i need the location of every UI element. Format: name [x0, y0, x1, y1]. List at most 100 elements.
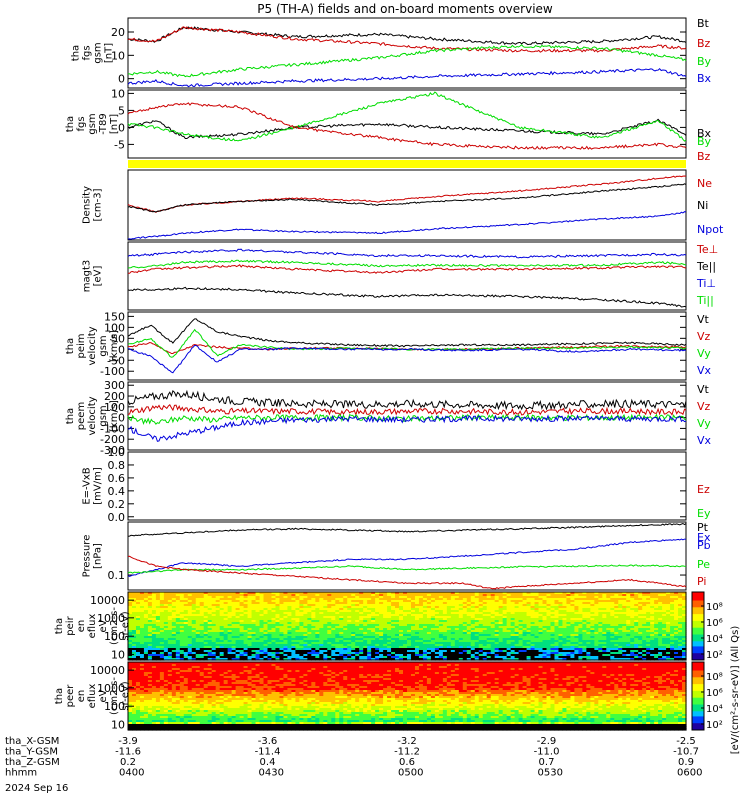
y-axis-label: peer — [65, 684, 76, 708]
series-line-Pe — [127, 564, 687, 574]
y-axis-label: Pressure — [82, 535, 93, 578]
time-axis-value: -11.4 — [255, 747, 281, 758]
y-axis-label: en — [76, 620, 87, 633]
time-axis-value: -2.9 — [537, 736, 557, 747]
y-axis-label: tha — [71, 45, 82, 61]
legend-Ey: Ey — [697, 507, 711, 520]
panel-frame — [127, 381, 687, 451]
panel-frame — [127, 451, 687, 521]
series-line-Vx — [127, 344, 686, 374]
y-tick-label: 10 — [111, 49, 125, 62]
legend-Ni: Ni — [697, 199, 708, 212]
y-tick-label: 50 — [111, 332, 125, 345]
y-axis-label: [nT] — [104, 43, 115, 63]
y-tick-label: 10000 — [90, 664, 125, 677]
time-axis-value: -11.2 — [394, 747, 420, 758]
panel-frame — [127, 169, 687, 241]
legend-Vz: Vz — [697, 330, 711, 343]
y-axis-label: (cm2-s- — [109, 607, 120, 645]
panel-fgs-gsm: 20 10 0 Bt Bz By Bx tha fgs gsm [nT] — [71, 17, 712, 89]
y-axis-label: -T89 — [98, 113, 109, 135]
y-tick-label: 300 — [104, 379, 125, 392]
time-axis-value: -3.2 — [397, 736, 417, 747]
panel-frame — [127, 311, 687, 381]
y-axis-label: gsm — [87, 113, 98, 134]
colorbar-tick-label: 10⁸ — [706, 672, 723, 683]
series-line-Ti⊥ — [127, 248, 687, 259]
time-axis-value: -2.5 — [676, 736, 696, 747]
y-axis-label: gsm — [98, 405, 109, 426]
legend-Bz: Bz — [697, 150, 711, 163]
spectrogram-cells — [128, 592, 687, 661]
y-tick-label: 0 — [118, 73, 125, 86]
time-axis-row-label: hhmm — [5, 768, 37, 779]
y-tick-label: 0.8 — [108, 459, 126, 472]
series-line-Pb — [127, 538, 687, 577]
y-axis-label: gsm — [98, 335, 109, 356]
y-axis-label: en — [76, 690, 87, 703]
legend-Ex: Ex — [697, 531, 711, 544]
series-line-Te|| — [127, 286, 687, 308]
y-axis-label: [km/s] — [109, 330, 120, 362]
y-axis-label: Density — [82, 186, 93, 224]
y-axis-label: eV — [98, 619, 109, 632]
legend-Pb: Pb — [697, 539, 711, 552]
y-tick-label: 100 — [104, 401, 125, 414]
y-tick-label: 100 — [104, 321, 125, 334]
y-tick-label: -50 — [107, 354, 125, 367]
date-label: 2024 Sep 16 — [5, 783, 68, 794]
legend-Vt: Vt — [697, 313, 710, 326]
y-tick-label: -100 — [100, 365, 125, 378]
colorbar-tick-label: 10⁴ — [706, 704, 723, 715]
series-line-Te⊥ — [128, 264, 687, 274]
y-axis-label: tha — [54, 618, 65, 634]
y-axis-label: peem — [76, 402, 87, 430]
legend-Vx: Vx — [697, 364, 712, 377]
y-tick-label: 10000 — [90, 594, 125, 607]
chart-title: P5 (TH-A) fields and on-board moments ov… — [257, 2, 553, 16]
y-tick-label: 0.2 — [108, 498, 126, 511]
series-line-Vx — [127, 414, 687, 442]
time-axis-value: 0.2 — [120, 757, 136, 768]
time-axis-value: 0.7 — [539, 757, 555, 768]
legend-Bz: Bz — [697, 37, 711, 50]
panel-frame — [127, 89, 687, 159]
time-axis-row-label: tha_Z-GSM — [5, 757, 60, 768]
y-tick-label: -5 — [114, 138, 125, 151]
panel-pressure: 0.1 Pt Pb Pe Pi Pressure [nPa] — [82, 521, 711, 591]
y-axis-label: E=-VxB — [82, 467, 93, 504]
legend-Vx: Vx — [697, 434, 712, 447]
y-axis-label: tha — [54, 688, 65, 704]
y-axis-label: velocity — [87, 396, 98, 435]
panel-peer-spectrogram: 10000 1000 100 10 10⁸ 10⁶ 10⁴ 10² tha peer en eflux… — [54, 661, 723, 732]
series-line-Ni — [127, 183, 687, 213]
legend-By: By — [697, 55, 712, 68]
y-axis-label: [cm-3] — [93, 188, 104, 221]
y-tick-label: 0 — [118, 121, 125, 134]
colorbar-frame — [691, 591, 705, 661]
legend-Bx: Bx — [697, 127, 712, 140]
colorbar-tick-label: 10⁶ — [706, 618, 723, 629]
time-axis-value: 0.4 — [260, 757, 276, 768]
legend-Te||: Te|| — [696, 260, 716, 273]
time-axis-value: 0500 — [398, 768, 423, 779]
y-axis-label: [nPa] — [93, 543, 104, 569]
colorbar-tick-label: 10⁶ — [706, 688, 723, 699]
legend-Pe: Pe — [697, 558, 710, 571]
series-line-By — [128, 44, 687, 78]
colorbar: 10⁸ 10⁶ 10⁴ 10² — [691, 591, 723, 661]
time-axis-value: -3.6 — [258, 736, 278, 747]
series-line-By — [127, 91, 687, 142]
y-tick-label: 0.0 — [108, 511, 126, 524]
y-axis-label: [km/s] — [109, 400, 120, 432]
y-tick-label: 1.0 — [108, 446, 126, 459]
series-line-Npot — [127, 211, 687, 240]
y-axis-label: tha — [65, 408, 76, 424]
series-line-Bz — [127, 26, 687, 53]
time-axis-row-label: tha_Y-GSM — [5, 747, 58, 758]
mode-bar — [128, 160, 686, 168]
y-axis-label: tha — [65, 338, 76, 354]
time-axis-row-label: tha_X-GSM — [5, 736, 59, 747]
